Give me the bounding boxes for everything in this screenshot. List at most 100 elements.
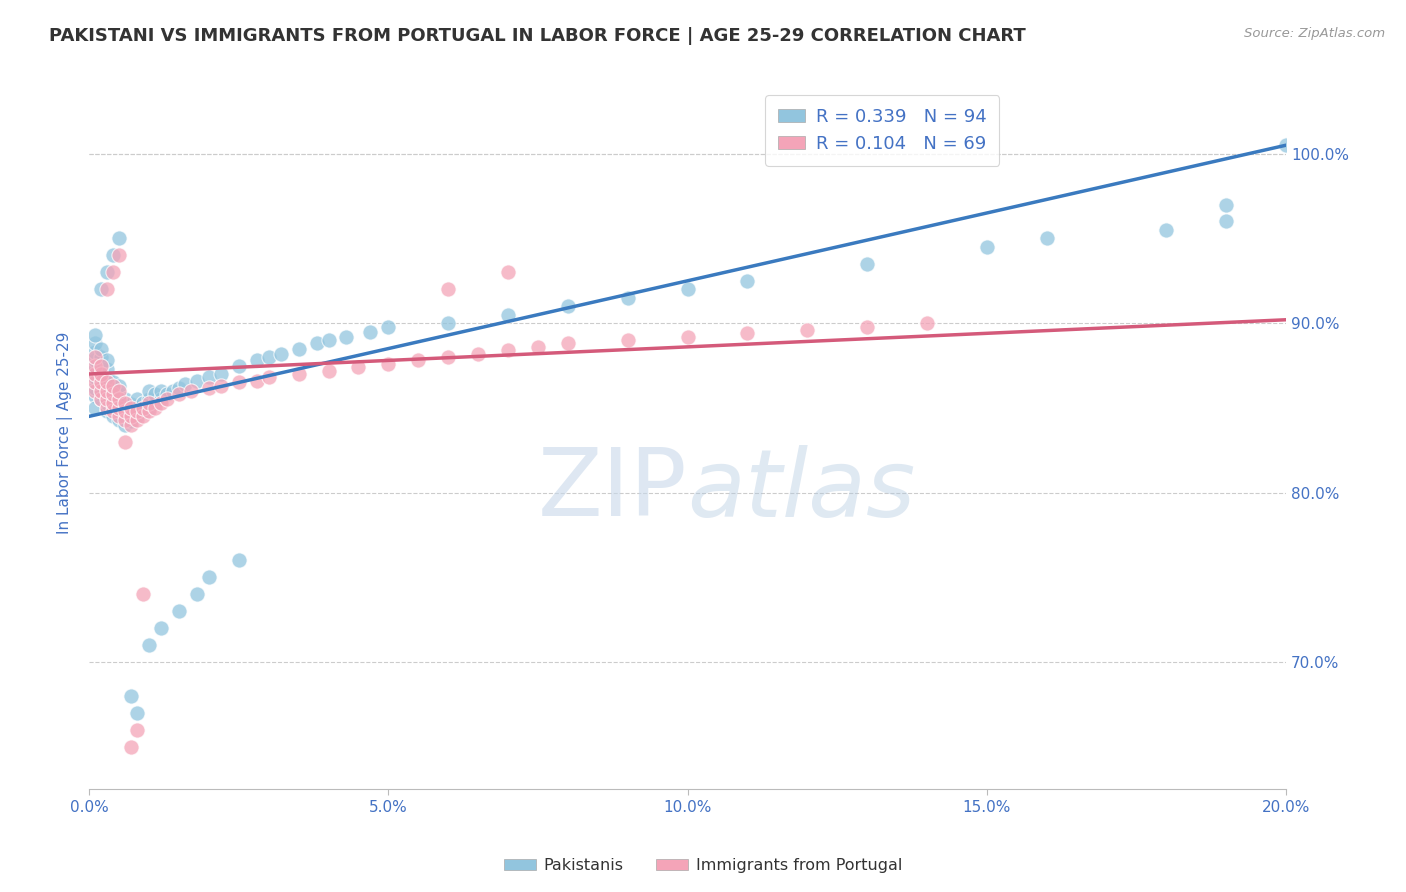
Point	[156, 392, 179, 407]
Point	[359, 325, 381, 339]
Point	[90, 392, 112, 407]
Point	[1215, 214, 1237, 228]
Point	[108, 404, 131, 418]
Point	[84, 384, 107, 398]
Point	[101, 376, 124, 390]
Point	[96, 353, 118, 368]
Point	[84, 336, 107, 351]
Point	[496, 265, 519, 279]
Point	[114, 404, 136, 418]
Point	[101, 396, 124, 410]
Legend: R = 0.339   N = 94, R = 0.104   N = 69: R = 0.339 N = 94, R = 0.104 N = 69	[765, 95, 1000, 166]
Point	[108, 231, 131, 245]
Point	[616, 333, 638, 347]
Point	[143, 401, 166, 415]
Point	[527, 340, 550, 354]
Point	[125, 392, 148, 407]
Text: PAKISTANI VS IMMIGRANTS FROM PORTUGAL IN LABOR FORCE | AGE 25-29 CORRELATION CHA: PAKISTANI VS IMMIGRANTS FROM PORTUGAL IN…	[49, 27, 1026, 45]
Point	[84, 353, 107, 368]
Point	[90, 376, 112, 390]
Point	[167, 380, 190, 394]
Point	[138, 401, 160, 415]
Point	[1156, 223, 1178, 237]
Point	[114, 396, 136, 410]
Point	[246, 374, 269, 388]
Point	[120, 414, 142, 428]
Point	[377, 319, 399, 334]
Point	[101, 409, 124, 424]
Point	[228, 553, 250, 567]
Point	[96, 392, 118, 407]
Point	[149, 396, 172, 410]
Point	[186, 374, 208, 388]
Point	[96, 387, 118, 401]
Point	[174, 377, 197, 392]
Point	[149, 392, 172, 407]
Point	[257, 350, 280, 364]
Point	[90, 359, 112, 373]
Point	[108, 392, 131, 407]
Point	[84, 362, 107, 376]
Point	[96, 379, 118, 393]
Point	[108, 384, 131, 398]
Point	[90, 282, 112, 296]
Point	[96, 401, 118, 415]
Point	[84, 350, 107, 364]
Text: ZIP: ZIP	[538, 444, 688, 536]
Point	[84, 359, 107, 373]
Point	[101, 379, 124, 393]
Point	[149, 621, 172, 635]
Point	[108, 409, 131, 424]
Point	[84, 401, 107, 415]
Point	[270, 346, 292, 360]
Point	[335, 329, 357, 343]
Point	[90, 384, 112, 398]
Point	[138, 404, 160, 418]
Point	[856, 319, 879, 334]
Point	[186, 587, 208, 601]
Point	[557, 299, 579, 313]
Point	[143, 387, 166, 401]
Point	[138, 396, 160, 410]
Point	[257, 370, 280, 384]
Point	[114, 401, 136, 415]
Point	[90, 384, 112, 398]
Point	[114, 409, 136, 424]
Point	[737, 326, 759, 341]
Point	[437, 350, 460, 364]
Legend: Pakistanis, Immigrants from Portugal: Pakistanis, Immigrants from Portugal	[498, 852, 908, 880]
Point	[101, 387, 124, 401]
Point	[84, 345, 107, 359]
Point	[437, 282, 460, 296]
Point	[90, 350, 112, 364]
Point	[676, 282, 699, 296]
Point	[120, 689, 142, 703]
Point	[96, 396, 118, 410]
Point	[125, 723, 148, 737]
Point	[90, 359, 112, 373]
Point	[90, 376, 112, 390]
Point	[120, 406, 142, 420]
Point	[437, 316, 460, 330]
Point	[108, 413, 131, 427]
Point	[406, 353, 429, 368]
Point	[84, 370, 107, 384]
Point	[347, 360, 370, 375]
Point	[108, 387, 131, 401]
Point	[167, 387, 190, 401]
Point	[1215, 197, 1237, 211]
Point	[287, 342, 309, 356]
Point	[616, 291, 638, 305]
Point	[149, 384, 172, 398]
Point	[246, 353, 269, 368]
Point	[138, 384, 160, 398]
Point	[108, 379, 131, 393]
Point	[90, 392, 112, 407]
Point	[467, 346, 489, 360]
Point	[132, 401, 155, 415]
Point	[101, 248, 124, 262]
Point	[305, 336, 328, 351]
Point	[114, 413, 136, 427]
Point	[90, 367, 112, 381]
Point	[108, 396, 131, 410]
